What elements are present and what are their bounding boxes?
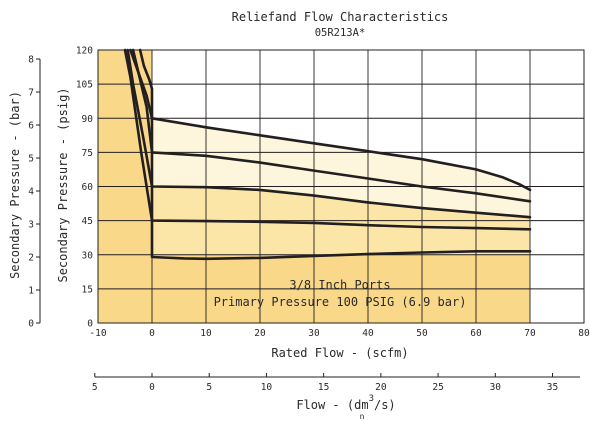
y-tick-label-6: 90 (82, 114, 94, 125)
bar-tick-label-7: 7 (28, 88, 34, 99)
bar-tick-label-3: 3 (28, 220, 34, 231)
chart-title: Reliefand Flow Characteristics (232, 10, 449, 24)
bar-tick-label-4: 4 (28, 187, 34, 198)
x-tick-label-6: 50 (416, 328, 428, 339)
annotation-box (204, 276, 476, 312)
flow-tick-label-5: 20 (375, 382, 387, 393)
chart-subtitle: 05R213A* (315, 27, 366, 39)
curves (123, 48, 532, 261)
y-tick-label-4: 60 (82, 182, 94, 193)
curve-3 (131, 48, 532, 203)
flow-tick-label-2: 5 (206, 382, 212, 393)
bar-tick-label-6: 6 (28, 121, 34, 132)
curve-0 (129, 48, 532, 261)
x-axis-label: Rated Flow - (scfm) (271, 346, 408, 360)
y-tick-label-8: 120 (76, 46, 93, 57)
x-tick-label-7: 60 (470, 328, 482, 339)
annotation-primary-pressure: Primary Pressure 100 PSIG (6.9 bar) (214, 295, 467, 309)
flow-tick-label-8: 35 (547, 382, 558, 393)
flow-axis-label: Flow - (dm3/s) (296, 394, 395, 412)
x-tick-label-8: 70 (524, 328, 536, 339)
flow-tick-label-4: 15 (318, 382, 329, 393)
y-axis-label-psig: Secondary Pressure - (psig) (56, 87, 70, 282)
bar-tick-label-1: 1 (28, 286, 34, 297)
flow-tick-label-1: 0 (149, 382, 155, 393)
flow-axis-label-sup: 3 (369, 394, 374, 404)
bar-tick-label-2: 2 (28, 253, 34, 264)
y-tick-label-0: 0 (87, 319, 93, 330)
y-tick-label-5: 75 (82, 148, 93, 159)
y-tick-label-3: 45 (82, 216, 93, 227)
x-tick-label-2: 10 (200, 328, 212, 339)
bar-tick-label-0: 0 (28, 319, 34, 330)
x-tick-label-1: 0 (149, 328, 155, 339)
flow-axis-label-tail: /s) (374, 398, 396, 412)
bar-tick-label-8: 8 (28, 55, 34, 66)
flow-tick-label-0: 5 (92, 382, 98, 393)
plot-frame (97, 49, 585, 324)
grid (97, 49, 585, 324)
x-tick-label-5: 40 (362, 328, 374, 339)
y-tick-label-7: 105 (76, 80, 93, 91)
curve-1 (123, 48, 532, 231)
y-tick-label-1: 15 (82, 284, 93, 295)
y-tick-label-2: 30 (82, 250, 94, 261)
annotation-ports: 3/8 Inch Ports (289, 278, 390, 292)
flow-axis-label-main: Flow - (dm (296, 398, 368, 412)
curve-4 (138, 48, 532, 192)
x-tick-label-3: 20 (254, 328, 266, 339)
x-tick-label-4: 30 (308, 328, 320, 339)
axes: -10 0 10 20 30 40 50 60 70 8001530456075901051200… (28, 46, 590, 394)
flow-tick-label-6: 25 (432, 382, 443, 393)
x-tick-label-9: 80 (578, 328, 590, 339)
flow-axis-label-sub: n (360, 412, 365, 421)
y-axis-label-bar: Secondary Pressure - (bar) (8, 91, 22, 279)
flow-tick-label-3: 10 (261, 382, 273, 393)
x-tick-label-0: -10 (89, 328, 106, 339)
bar-tick-label-5: 5 (28, 154, 34, 165)
curve-2 (126, 48, 532, 219)
flow-tick-label-7: 30 (490, 382, 502, 393)
